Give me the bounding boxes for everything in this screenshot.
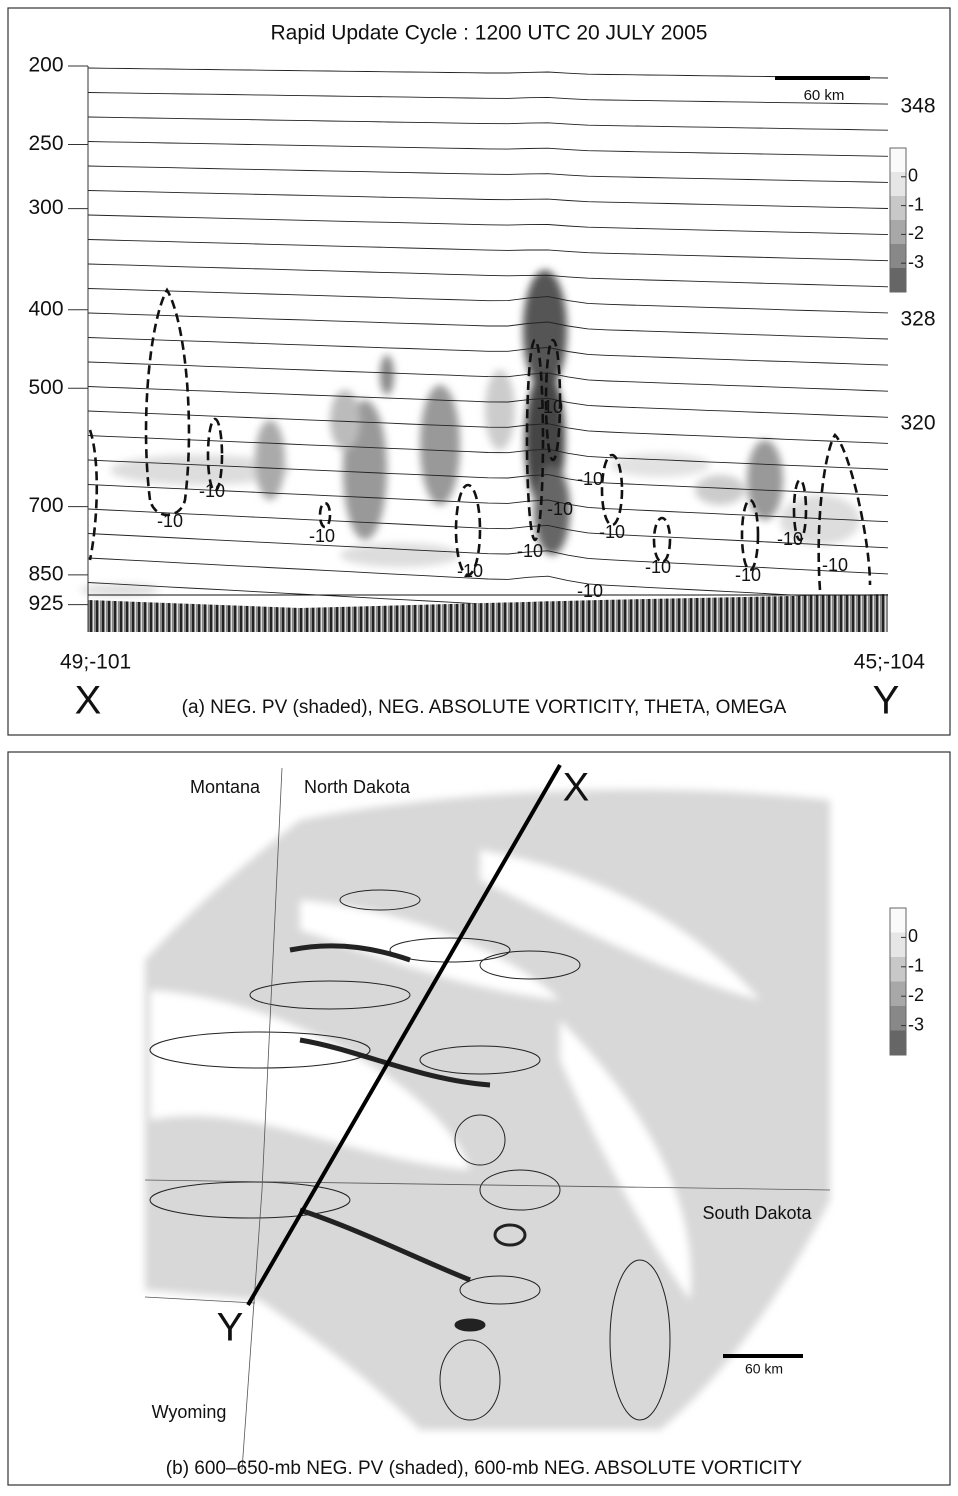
omega-label: -10	[547, 499, 573, 519]
scale-label: 60 km	[745, 1361, 783, 1377]
isentrope	[87, 484, 889, 523]
region-label: South Dakota	[702, 1203, 812, 1223]
start-marker: X	[563, 766, 590, 810]
colorbar-band	[890, 268, 906, 293]
y-tick-label: 300	[28, 196, 63, 219]
omega-label: -10	[822, 555, 848, 575]
omega-label: -10	[157, 511, 183, 531]
chart-title: Rapid Update Cycle : 1200 UTC 20 JULY 20…	[271, 22, 708, 45]
colorbar-band	[890, 244, 906, 269]
isentrope	[87, 508, 889, 549]
colorbar-label: -1	[908, 956, 924, 976]
region-label: Wyoming	[152, 1402, 227, 1422]
caption: (b) 600–650-mb NEG. PV (shaded), 600-mb …	[166, 1458, 803, 1479]
isentrope	[87, 459, 889, 497]
colorbar-band	[890, 957, 906, 982]
colorbar-frame	[889, 147, 907, 293]
colorbar-label: -1	[908, 194, 924, 214]
omega-label: -10	[577, 581, 603, 601]
isentrope	[87, 410, 889, 444]
theta-label: 328	[900, 308, 935, 331]
colorbar-band	[890, 1030, 906, 1056]
isentrope	[87, 533, 889, 575]
y-tick-label: 500	[28, 376, 63, 399]
omega-contours	[88, 287, 872, 591]
colorbar-band	[890, 148, 906, 173]
colorbar-label: -3	[908, 1014, 924, 1034]
colorbar-band	[890, 196, 906, 221]
scale-label: 60 km	[804, 87, 845, 104]
colorbar-band	[890, 981, 906, 1007]
omega-label: -10	[309, 526, 335, 546]
colorbar-band	[890, 932, 906, 958]
omega-label: -10	[735, 565, 761, 585]
y-tick-label: 250	[28, 132, 63, 155]
start-marker: X	[75, 679, 102, 723]
omega-label: -10	[777, 529, 803, 549]
pv-shading	[80, 270, 860, 596]
panel-b-frame	[7, 751, 951, 1486]
panel-a-frame	[7, 7, 951, 736]
isentrope	[87, 337, 889, 366]
isentrope	[87, 214, 889, 236]
end-marker: Y	[217, 1306, 244, 1350]
section-line	[246, 763, 562, 1307]
y-tick-label: 200	[28, 54, 63, 77]
isentrope	[87, 190, 889, 209]
end-marker: Y	[873, 679, 900, 723]
omega-label: -10	[645, 557, 671, 577]
isentropes	[87, 67, 889, 627]
vorticity-contours	[149, 889, 671, 1421]
terrain	[88, 594, 888, 632]
isentrope	[87, 361, 889, 392]
omega-label: -10	[517, 541, 543, 561]
colorbar-band	[890, 908, 906, 933]
region-label: Montana	[190, 777, 261, 797]
isentrope	[87, 92, 889, 105]
colorbar-band	[890, 1006, 906, 1031]
isentrope	[87, 116, 889, 131]
isentrope	[87, 288, 889, 314]
y-tick-label: 925	[28, 592, 63, 615]
state-borders	[144, 767, 831, 1471]
isentrope	[87, 435, 889, 470]
isentrope	[87, 386, 889, 418]
colorbar-frame	[889, 907, 907, 1056]
x-start-label: 49;-101	[60, 651, 131, 674]
theta-label: 320	[900, 412, 935, 435]
y-tick-label: 700	[28, 494, 63, 517]
isentrope	[87, 165, 889, 183]
colorbar-label: 0	[908, 166, 918, 186]
isentrope	[87, 312, 889, 340]
omega-label: -10	[537, 397, 563, 417]
y-tick-label: 850	[28, 562, 63, 585]
theta-label: 348	[900, 95, 935, 118]
panel-a: Rapid Update Cycle : 1200 UTC 20 JULY 20…	[28, 22, 935, 723]
caption: (a) NEG. PV (shaded), NEG. ABSOLUTE VORT…	[182, 697, 787, 718]
colorbar-label: -3	[908, 252, 924, 272]
omega-label: -10	[599, 522, 625, 542]
isentrope	[87, 67, 889, 79]
pv-gaps	[150, 850, 760, 1300]
colorbar-band	[890, 220, 906, 245]
isentrope	[87, 263, 889, 288]
colorbar-label: -2	[908, 985, 924, 1005]
isentrope	[87, 557, 889, 601]
x-end-label: 45;-104	[854, 651, 926, 674]
colorbar-label: -2	[908, 223, 924, 243]
isentrope	[87, 141, 889, 157]
region-label: North Dakota	[304, 777, 411, 797]
omega-label: -10	[199, 481, 225, 501]
omega-label: -10	[577, 469, 603, 489]
colorbar-label: 0	[908, 926, 918, 946]
y-tick-label: 400	[28, 297, 63, 320]
isentrope	[87, 239, 889, 262]
omega-label: -10	[457, 561, 483, 581]
colorbar-band	[890, 172, 906, 197]
panel-b: X Y Montana North Dakota South Dakota Wy…	[144, 763, 924, 1479]
